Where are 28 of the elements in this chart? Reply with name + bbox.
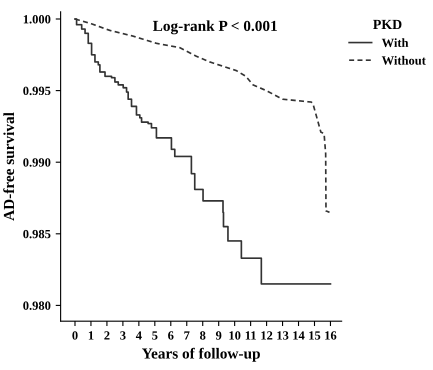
x-tick-label: 2 (104, 331, 110, 340)
x-tick-label: 1 (88, 331, 94, 340)
x-tick-label: 6 (168, 331, 174, 340)
x-tick-label: 9 (216, 331, 222, 340)
y-axis-title: AD-free survival (3, 112, 14, 221)
y-tick-label: 0.985 (23, 230, 50, 238)
x-tick-label: 7 (184, 331, 190, 340)
x-tick-label: 15 (309, 331, 320, 340)
x-tick-label: 14 (293, 331, 305, 340)
x-tick-label: 8 (200, 331, 206, 340)
x-tick-label: 16 (325, 331, 336, 340)
x-tick-label: 5 (152, 331, 158, 340)
x-tick-label: 0 (72, 331, 78, 340)
x-tick-label: 11 (246, 331, 256, 340)
x-tick-label: 3 (120, 331, 126, 340)
legend-label: Without (382, 56, 426, 65)
y-tick-label: 0.980 (23, 301, 50, 310)
y-tick-label: 1.000 (24, 15, 50, 24)
legend-label: With (382, 38, 408, 48)
x-tick-label: 12 (261, 331, 272, 340)
annotation: Log-rank P < 0.001 (152, 20, 277, 34)
x-tick-label: 13 (277, 331, 288, 340)
legend-title: PKD (373, 20, 402, 30)
x-axis-title: Years of follow-up (142, 348, 260, 362)
y-tick-label: 0.990 (23, 158, 50, 167)
x-tick-label: 4 (136, 331, 142, 340)
y-tick-label: 0.995 (23, 86, 50, 96)
x-tick-label: 10 (229, 331, 240, 340)
